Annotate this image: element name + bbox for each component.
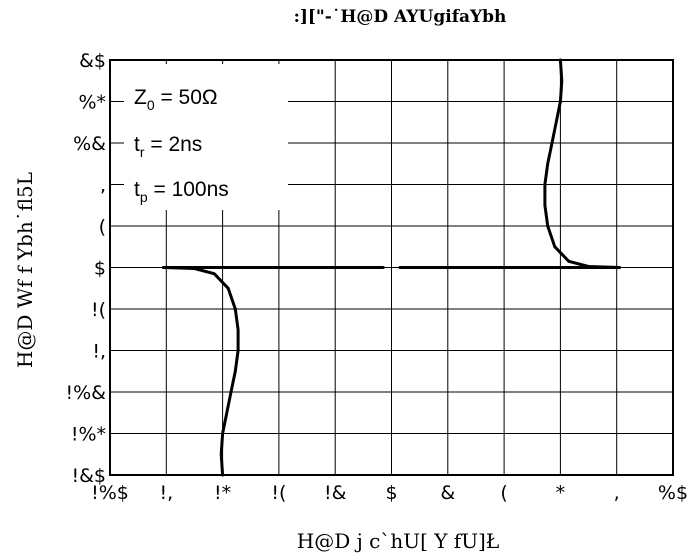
y-tick-label: (: [99, 216, 106, 238]
y-axis-label: H@D Wf f Ybh˙fl5L: [13, 172, 37, 368]
y-tick-label: %*: [78, 92, 106, 114]
annotation-pulse-width: tp = 100ns: [134, 178, 229, 205]
y-tick-label: !%&: [66, 382, 107, 404]
y-tick-label: ,: [100, 175, 106, 197]
y-tick-label: !&$: [71, 465, 106, 487]
series-line-1: [162, 266, 240, 477]
x-tick-label: &: [440, 482, 455, 504]
y-ticks: &$ %* %&, ( $ !(!, !%& !%* !&$: [66, 50, 107, 487]
x-tick-label: !*: [214, 482, 231, 504]
y-tick-label: !,: [92, 341, 106, 363]
x-tick-label: !,: [159, 482, 173, 504]
chart-title: :]["-˙H@D AYUgifaYbh: [294, 7, 507, 27]
series-layer: [162, 58, 621, 477]
x-tick-label: !&: [324, 482, 347, 504]
x-tick-label: !(: [271, 482, 286, 504]
x-tick-label: %$: [658, 482, 688, 504]
y-tick-label: !(: [91, 299, 106, 321]
y-tick-label: $: [94, 258, 106, 280]
x-ticks: !%$!, !* !( !& $ & ( *, %$: [91, 482, 688, 504]
x-tick-label: *: [556, 482, 566, 504]
x-tick-label: ,: [614, 482, 620, 504]
x-tick-label: !%$: [91, 482, 129, 504]
annotation-box: Z0 = 50Ω tr = 2ns tp = 100ns: [124, 64, 288, 210]
x-tick-label: (: [500, 482, 507, 504]
y-tick-label: &$: [79, 50, 106, 72]
annotation-rise-time: tr = 2ns: [134, 133, 202, 160]
y-tick-label: !%*: [71, 424, 106, 446]
x-tick-label: $: [385, 482, 397, 504]
x-axis-label: H@D j c`hU[ Y fU]Ł: [297, 529, 500, 553]
y-tick-label: %&: [73, 133, 106, 155]
annotation-impedance: Z0 = 50Ω: [134, 86, 218, 113]
series-line-0: [543, 58, 621, 269]
plot-frame: [109, 59, 674, 476]
